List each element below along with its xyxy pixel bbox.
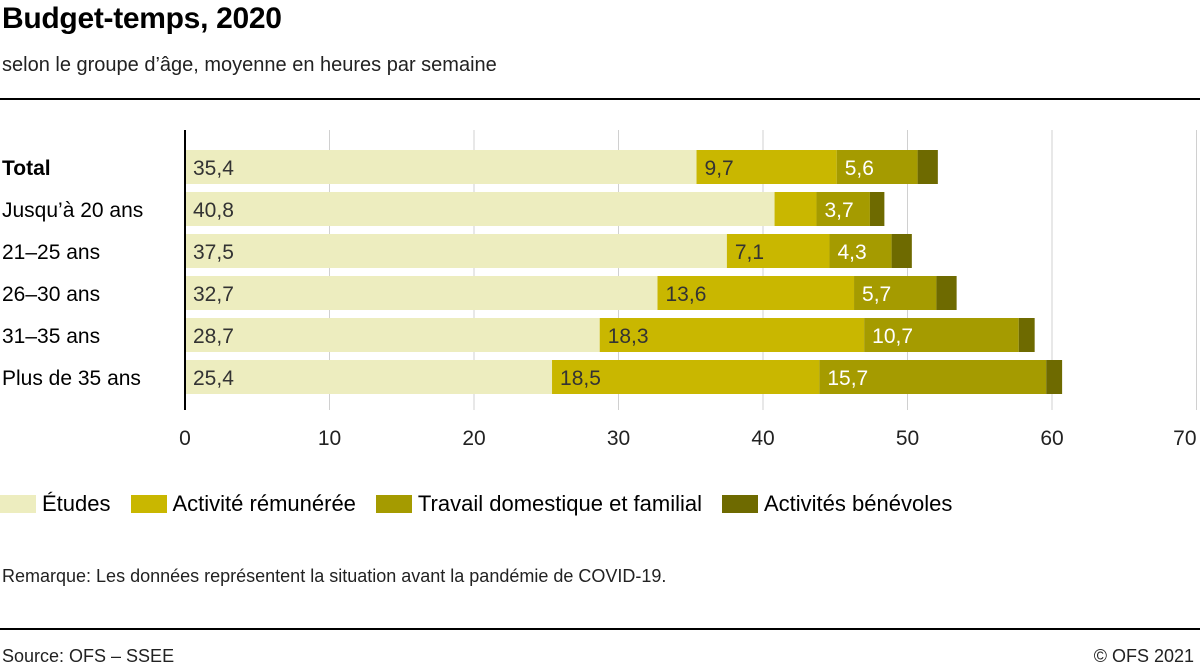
bar-segment (1018, 318, 1035, 352)
bottom-divider (0, 628, 1200, 630)
bar-segment (696, 150, 837, 184)
x-tick-label: 10 (318, 427, 341, 450)
legend-label: Études (42, 491, 111, 516)
bar-segment (599, 318, 865, 352)
x-tick-label: 40 (751, 427, 774, 450)
data-label: 4,3 (837, 241, 866, 264)
source-note: Source: OFS – SSEE (2, 646, 175, 666)
legend-item: Études (0, 491, 111, 517)
category-label: 21–25 ans (2, 241, 100, 264)
data-label: 18,5 (560, 367, 601, 390)
bar-segment (891, 234, 912, 268)
data-label: 3,7 (824, 199, 853, 222)
legend-label: Travail domestique et familial (417, 491, 702, 516)
data-label: 25,4 (193, 367, 234, 390)
bar-segment (774, 192, 817, 226)
bar-segment (869, 192, 885, 226)
data-label: 37,5 (193, 241, 234, 264)
legend-swatch (130, 495, 167, 513)
bar-segment (657, 276, 855, 310)
bar-segment (836, 150, 918, 184)
bar-segment (185, 276, 658, 310)
x-tick-label: 60 (1040, 427, 1063, 450)
remark-note: Remarque: Les données représentent la si… (2, 566, 667, 586)
data-label: 15,7 (827, 367, 868, 390)
chart-title: Budget-temps, 2020 (2, 2, 282, 35)
legend-swatch (375, 495, 412, 513)
data-label: 5,7 (862, 283, 891, 306)
bar-segment (917, 150, 938, 184)
bar-segment (726, 234, 830, 268)
category-label: Plus de 35 ans (2, 367, 141, 390)
data-label: 5,6 (845, 157, 874, 180)
data-label: 7,1 (735, 241, 764, 264)
x-tick-label: 20 (462, 427, 485, 450)
bar-segment (552, 360, 820, 394)
data-label: 40,8 (193, 199, 234, 222)
category-label: 26–30 ans (2, 283, 100, 306)
category-label: Total (2, 157, 51, 180)
data-label: 18,3 (608, 325, 649, 348)
bar-segment (864, 318, 1019, 352)
data-label: 35,4 (193, 157, 234, 180)
bar-segment (819, 360, 1047, 394)
bar-segment (854, 276, 937, 310)
x-tick-label: 0 (179, 427, 191, 450)
legend-label: Activités bénévoles (764, 491, 953, 516)
data-label: 13,6 (666, 283, 707, 306)
legend-item: Activités bénévoles (722, 491, 952, 517)
bar-segment (816, 192, 870, 226)
legend-item: Activité rémunérée (130, 491, 356, 517)
data-label: 32,7 (193, 283, 234, 306)
chart-subtitle: selon le groupe d’âge, moyenne en heures… (2, 54, 497, 76)
chart-legend: Études Activité rémunérée Travail domestiq… (0, 490, 972, 518)
x-tick-label: 50 (896, 427, 919, 450)
category-label: 31–35 ans (2, 325, 100, 348)
top-divider (0, 98, 1200, 100)
x-tick-label: 70 (1173, 427, 1196, 450)
x-tick-label: 30 (607, 427, 630, 450)
legend-label: Activité rémunérée (172, 491, 356, 516)
bar-segment (936, 276, 957, 310)
legend-item: Travail domestique et familial (375, 491, 702, 517)
bar-segment (185, 360, 553, 394)
legend-swatch (0, 495, 36, 513)
data-label: 10,7 (872, 325, 913, 348)
stacked-bar-chart: Total 35,4 9,7 5,6 Jusqu’à 20 ans 40,8 3,7 21–2… (2, 130, 1197, 450)
bar-segment (1046, 360, 1063, 394)
data-label: 9,7 (705, 157, 734, 180)
copyright-note: © OFS 2021 (1093, 646, 1194, 666)
category-label: Jusqu’à 20 ans (2, 199, 143, 222)
bar-segment (185, 150, 697, 184)
bar-segment (185, 192, 775, 226)
bar-segment (185, 234, 727, 268)
data-label: 28,7 (193, 325, 234, 348)
legend-swatch (722, 495, 758, 513)
bar-segment (185, 318, 600, 352)
bar-segment (829, 234, 892, 268)
